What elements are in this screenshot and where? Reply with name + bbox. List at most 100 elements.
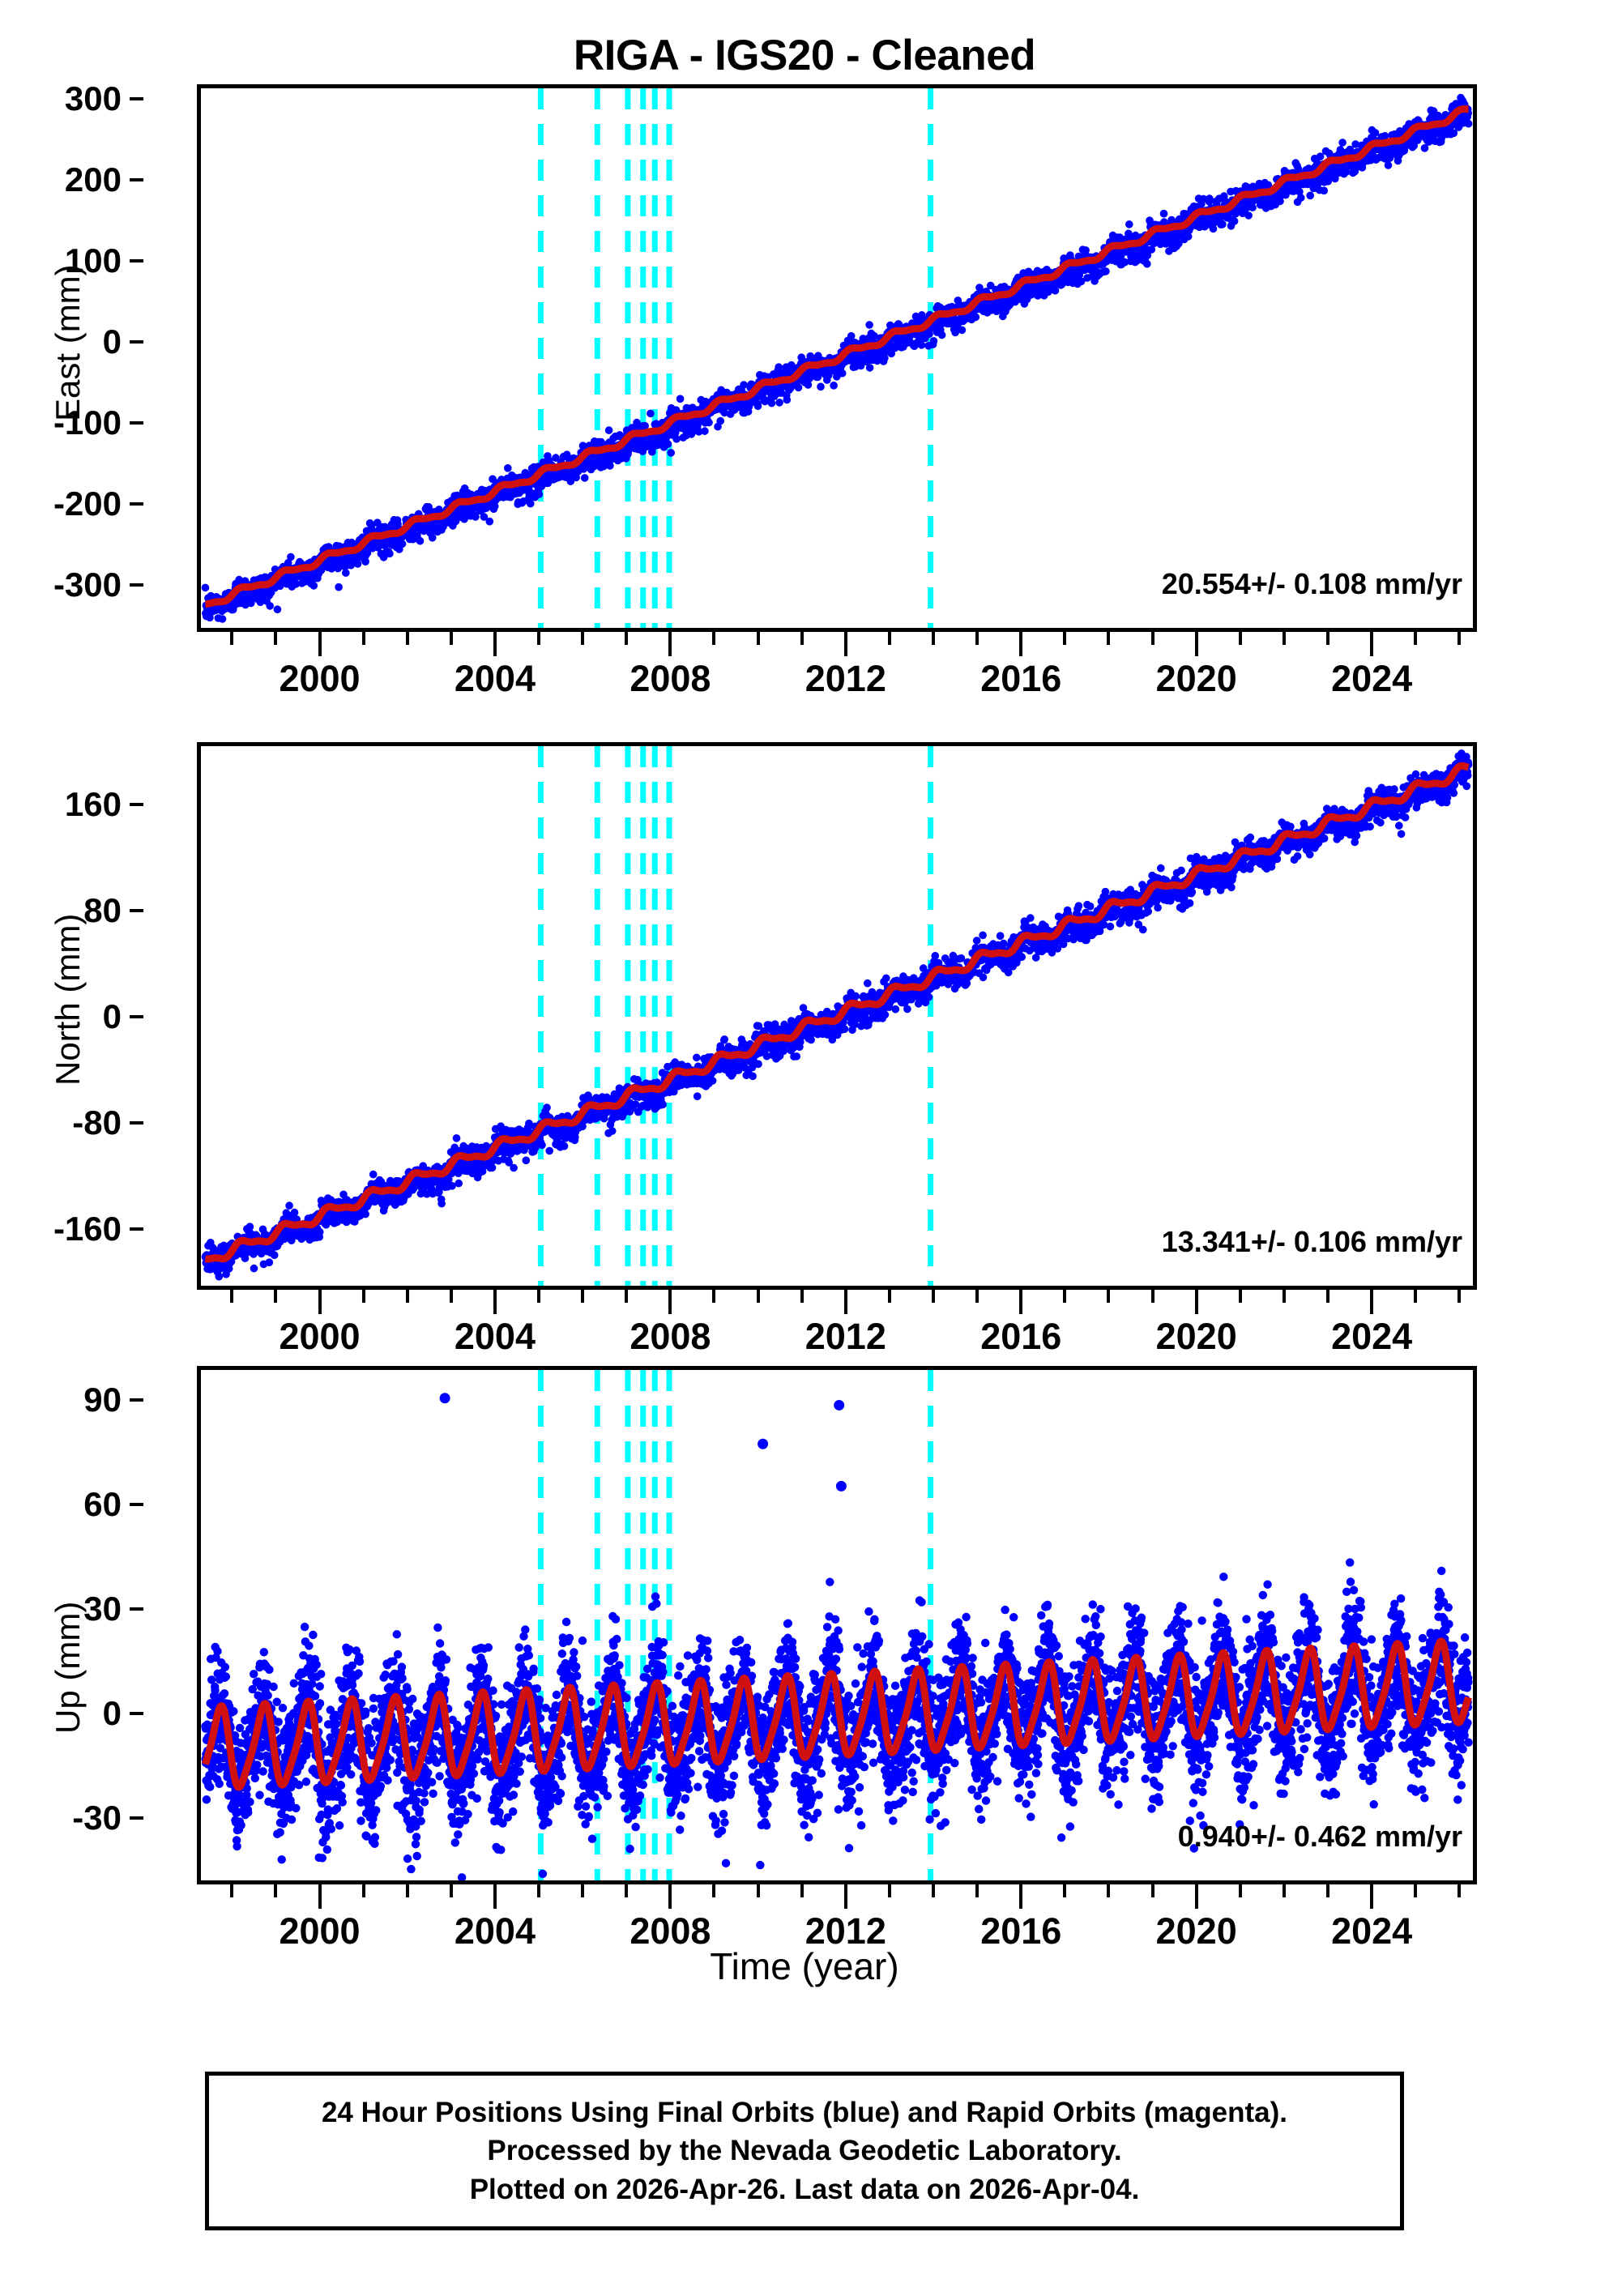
- xtick-minor: [1107, 632, 1111, 645]
- ytick-north-m160: -160: [53, 1210, 122, 1248]
- ytick-up-90: 90: [83, 1381, 122, 1419]
- ytick-east-m200: -200: [53, 484, 122, 523]
- footer-line-2: Processed by the Nevada Geodetic Laborat…: [487, 2135, 1122, 2167]
- xtick-label: 2000: [279, 1316, 361, 1357]
- xtick-major: [1194, 1290, 1198, 1314]
- xtick-minor: [1282, 1290, 1286, 1303]
- xtick-label: 2000: [279, 658, 361, 699]
- ytick-mark: [130, 97, 143, 100]
- xtick-label: 2000: [279, 1910, 361, 1952]
- xtick-minor: [1107, 1290, 1111, 1303]
- ytick-mark: [130, 1121, 143, 1125]
- xtick-minor: [887, 632, 891, 645]
- xtick-minor: [1457, 632, 1462, 645]
- xtick-minor: [1107, 1884, 1111, 1897]
- ytick-east-m300: -300: [53, 565, 122, 604]
- xtick-minor: [361, 1290, 365, 1303]
- ytick-mark: [130, 1398, 143, 1402]
- xtick-major: [1370, 632, 1374, 656]
- xtick-minor: [1282, 1884, 1286, 1897]
- xtick-label: 2012: [804, 1316, 886, 1357]
- xtick-major: [1370, 1884, 1374, 1909]
- xtick-minor: [537, 632, 541, 645]
- ytick-east-0: 0: [102, 322, 122, 361]
- xtick-major: [1019, 1884, 1023, 1909]
- ytick-mark: [130, 421, 143, 425]
- xtick-minor: [537, 1290, 541, 1303]
- rate-annotation-east: 20.554+/- 0.108 mm/yr: [1161, 567, 1462, 600]
- xtick-minor: [1238, 1290, 1242, 1303]
- xtick-minor: [1414, 1884, 1418, 1897]
- xtick-minor: [361, 632, 365, 645]
- ytick-mark: [130, 1607, 143, 1611]
- xtick-minor: [625, 1290, 629, 1303]
- xtick-label: 2004: [454, 658, 536, 699]
- xtick-minor: [800, 632, 804, 645]
- xtick-minor: [756, 632, 760, 645]
- ytick-mark: [130, 502, 143, 506]
- ytick-east-m100: -100: [53, 403, 122, 442]
- xtick-minor: [449, 1884, 453, 1897]
- xtick-major: [318, 1884, 322, 1909]
- xtick-minor: [1282, 632, 1286, 645]
- xtick-minor: [361, 1884, 365, 1897]
- footer-note-box: 24 Hour Positions Using Final Orbits (bl…: [205, 2072, 1404, 2230]
- ytick-north-0: 0: [102, 997, 122, 1035]
- xtick-label: 2008: [630, 1316, 711, 1357]
- xtick-minor: [1150, 1290, 1154, 1303]
- xtick-minor: [800, 1884, 804, 1897]
- xtick-major: [843, 1884, 847, 1909]
- xtick-label: 2024: [1331, 1316, 1413, 1357]
- xtick-major: [843, 1290, 847, 1314]
- ytick-mark: [130, 1503, 143, 1506]
- ytick-up-60: 60: [83, 1485, 122, 1523]
- xtick-minor: [449, 632, 453, 645]
- xtick-minor: [1457, 1884, 1462, 1897]
- xtick-major: [1194, 632, 1198, 656]
- xtick-major: [668, 1290, 672, 1314]
- xtick-minor: [1326, 632, 1330, 645]
- xtick-minor: [625, 1884, 629, 1897]
- xtick-minor: [274, 1290, 278, 1303]
- xtick-label: 2016: [980, 1910, 1062, 1952]
- xtick-major: [1194, 1884, 1198, 1909]
- xtick-major: [318, 632, 322, 656]
- plot-svg-up: [201, 1370, 1473, 1880]
- ytick-east-200: 200: [64, 160, 122, 198]
- ytick-mark: [130, 178, 143, 181]
- ytick-north-160: 160: [64, 785, 122, 823]
- rate-annotation-up: 0.940+/- 0.462 mm/yr: [1177, 1820, 1462, 1853]
- xtick-label: 2008: [630, 1910, 711, 1952]
- xtick-minor: [932, 632, 936, 645]
- xtick-major: [493, 632, 497, 656]
- xtick-minor: [975, 1290, 979, 1303]
- xtick-label: 2024: [1331, 1910, 1413, 1952]
- xtick-label: 2008: [630, 658, 711, 699]
- xtick-minor: [1063, 632, 1067, 645]
- xtick-label: 2004: [454, 1316, 536, 1357]
- xtick-minor: [1150, 1884, 1154, 1897]
- xtick-minor: [712, 632, 716, 645]
- xtick-major: [668, 1884, 672, 1909]
- xtick-label: 2016: [980, 658, 1062, 699]
- xtick-major: [1019, 632, 1023, 656]
- xtick-minor: [712, 1884, 716, 1897]
- ytick-mark: [130, 803, 143, 806]
- ytick-mark: [130, 909, 143, 912]
- xtick-minor: [405, 1290, 409, 1303]
- xtick-minor: [230, 1290, 234, 1303]
- xtick-minor: [1063, 1290, 1067, 1303]
- plot-area-east: [197, 84, 1477, 632]
- xtick-major: [1019, 1290, 1023, 1314]
- rate-annotation-north: 13.341+/- 0.106 mm/yr: [1161, 1225, 1462, 1258]
- xtick-major: [493, 1884, 497, 1909]
- ytick-mark: [130, 259, 143, 262]
- xtick-minor: [405, 632, 409, 645]
- ytick-east-100: 100: [64, 241, 122, 280]
- xtick-major: [1370, 1290, 1374, 1314]
- xtick-label: 2020: [1155, 1910, 1237, 1952]
- xtick-label: 2020: [1155, 658, 1237, 699]
- ytick-mark: [130, 1227, 143, 1231]
- ytick-north-80: 80: [83, 891, 122, 929]
